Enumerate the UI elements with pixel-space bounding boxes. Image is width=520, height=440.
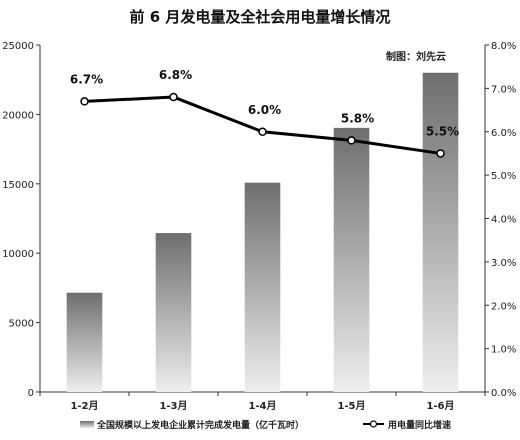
chart-credit: 制图：刘先云 [386, 50, 446, 63]
y-right-tick-label: 8.0% [491, 41, 516, 52]
y-left-tick-label: 25000 [2, 41, 34, 52]
line-point [258, 127, 267, 136]
x-tick-label: 1-4月 [248, 400, 276, 412]
y-right-tick-label: 0.0% [491, 388, 516, 399]
y-right-tick-label: 1.0% [491, 345, 516, 356]
chart-title: 前 6 月发电量及全社会用电量增长情况 [130, 8, 391, 26]
data-label: 5.5% [426, 124, 459, 138]
legend-bar-swatch [80, 421, 94, 428]
y-right-tick-label: 3.0% [491, 258, 516, 269]
data-label: 6.0% [248, 103, 281, 117]
y-axis-left: 0 5000 10000 15000 20000 25000 [2, 41, 41, 399]
y-left-tick-label: 20000 [2, 110, 34, 121]
y-left-tick-label: 10000 [2, 249, 34, 260]
y-right-tick-label: 4.0% [491, 215, 516, 226]
legend-bar-label: 全国规模以上发电企业累计完成发电量（亿千瓦时） [96, 419, 304, 431]
x-axis: 1-2月 1-3月 1-4月 1-5月 1-6月 [39, 391, 486, 412]
bar [66, 292, 103, 392]
line-point [436, 149, 445, 158]
legend: 全国规模以上发电企业累计完成发电量（亿千瓦时） 用电量同比增速 [80, 419, 451, 431]
line-point [80, 97, 89, 106]
line-point [169, 92, 178, 102]
bar [155, 233, 192, 392]
x-tick-label: 1-2月 [70, 400, 98, 412]
data-label: 6.7% [70, 72, 103, 86]
y-right-tick-label: 2.0% [491, 301, 516, 312]
y-left-tick-label: 15000 [2, 180, 34, 191]
x-tick-label: 1-3月 [159, 400, 187, 412]
y-right-tick-label: 7.0% [491, 84, 516, 95]
bar [244, 182, 281, 392]
bar [422, 72, 459, 392]
bar [333, 127, 370, 393]
y-axis-right: 0.0% 1.0% 2.0% 3.0% 4.0% 5.0% 6.0% 7.0% 8.0% [484, 41, 516, 399]
legend-line-marker [369, 420, 378, 428]
line-point [347, 136, 356, 145]
y-left-tick-label: 5000 [9, 319, 34, 330]
legend-line-label: 用电量同比增速 [387, 419, 451, 431]
bar-series [66, 72, 459, 393]
x-tick-label: 1-5月 [337, 400, 365, 412]
x-tick-label: 1-6月 [426, 400, 454, 412]
y-right-tick-label: 6.0% [491, 128, 516, 139]
line-series: 6.7% 6.8% 6.0% 5.8% 5.5% [70, 68, 459, 158]
data-label: 6.8% [159, 68, 192, 82]
y-left-tick-label: 0 [28, 388, 34, 399]
data-label: 5.8% [341, 111, 374, 125]
y-right-tick-label: 5.0% [491, 171, 516, 182]
